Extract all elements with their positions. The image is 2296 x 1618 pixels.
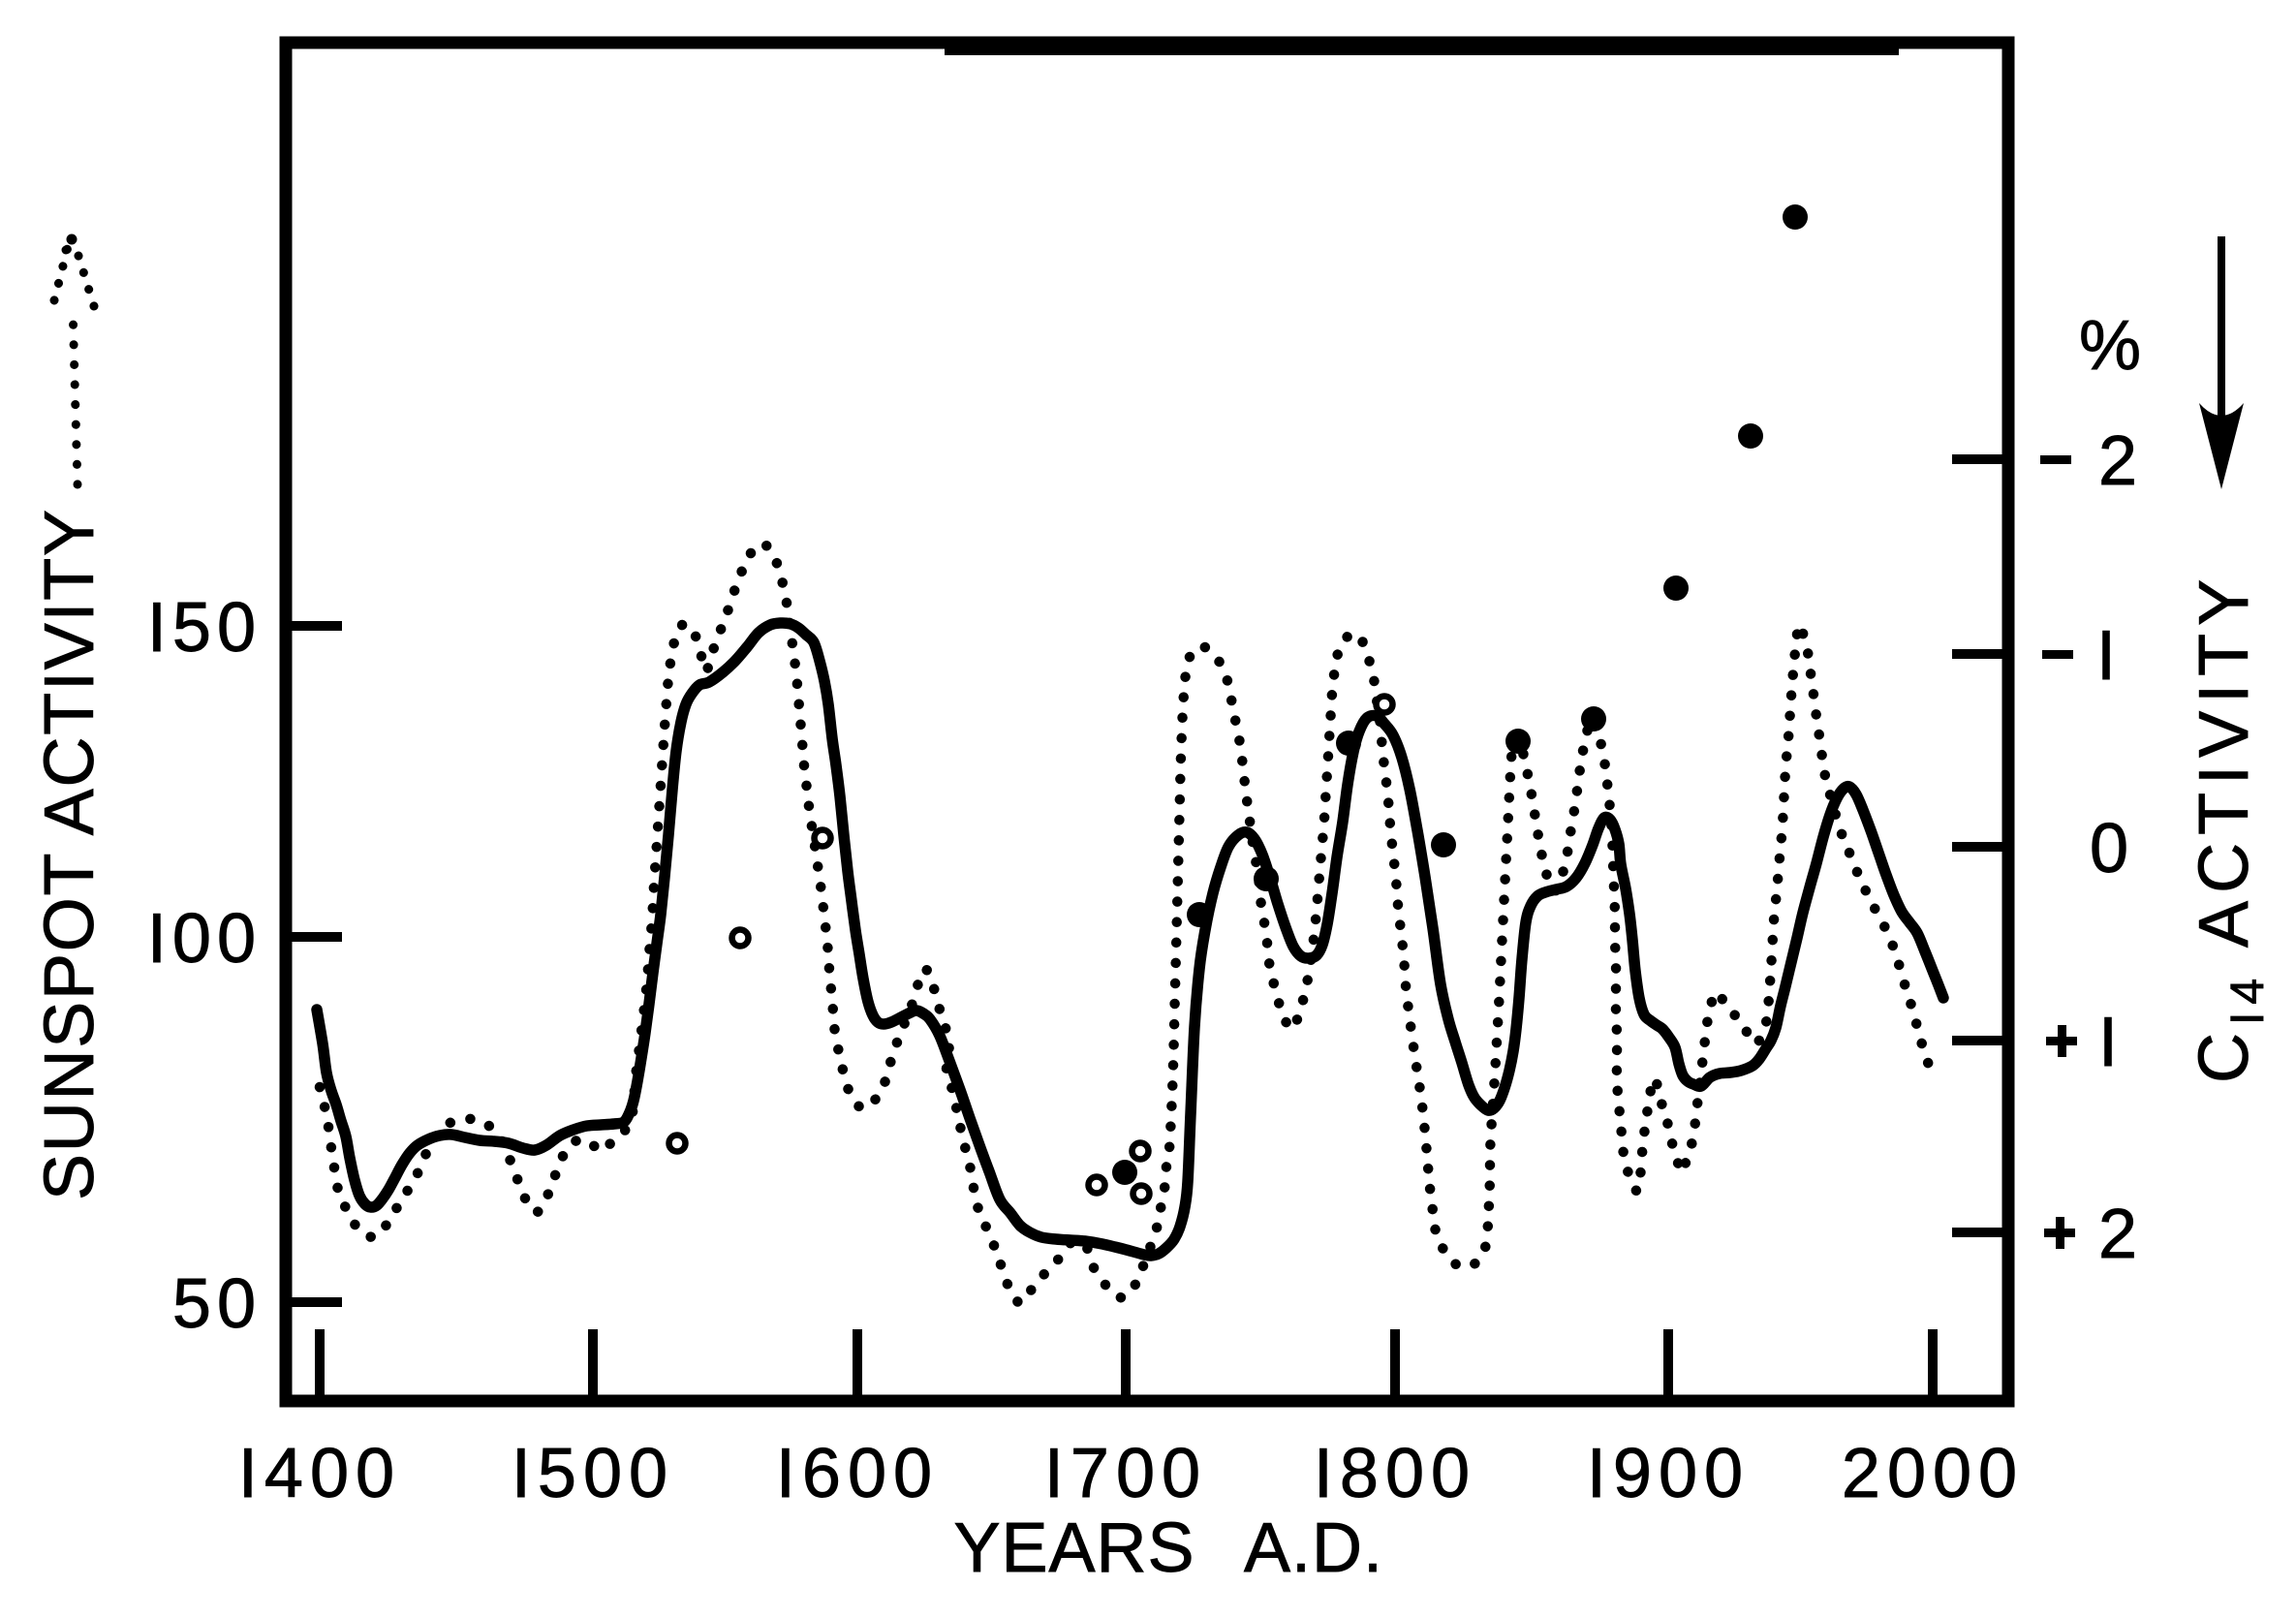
svg-text:SUNSPOT ACTIVITY: SUNSPOT ACTIVITY xyxy=(31,510,109,1200)
svg-text:I900: I900 xyxy=(1587,1435,1750,1512)
svg-text:I50: I50 xyxy=(147,589,262,667)
svg-text:2: 2 xyxy=(2098,422,2137,500)
svg-text:%: % xyxy=(2079,307,2141,385)
svg-text:2000: 2000 xyxy=(1842,1435,2024,1512)
svg-text:I00: I00 xyxy=(147,900,262,978)
svg-text:YEARS: YEARS xyxy=(953,1509,1195,1587)
svg-text:A.D.: A.D. xyxy=(1244,1509,1383,1587)
svg-text:I800: I800 xyxy=(1314,1435,1476,1512)
svg-text:I500: I500 xyxy=(512,1435,674,1512)
svg-text:0: 0 xyxy=(2090,810,2128,887)
svg-text:I600: I600 xyxy=(776,1435,939,1512)
svg-text:2: 2 xyxy=(2098,1196,2137,1273)
svg-text:I400: I400 xyxy=(238,1435,401,1512)
svg-text:I700: I700 xyxy=(1044,1435,1207,1512)
svg-text:50: 50 xyxy=(172,1265,262,1343)
svg-text:I: I xyxy=(2098,1004,2118,1081)
svg-text:I: I xyxy=(2096,617,2116,695)
